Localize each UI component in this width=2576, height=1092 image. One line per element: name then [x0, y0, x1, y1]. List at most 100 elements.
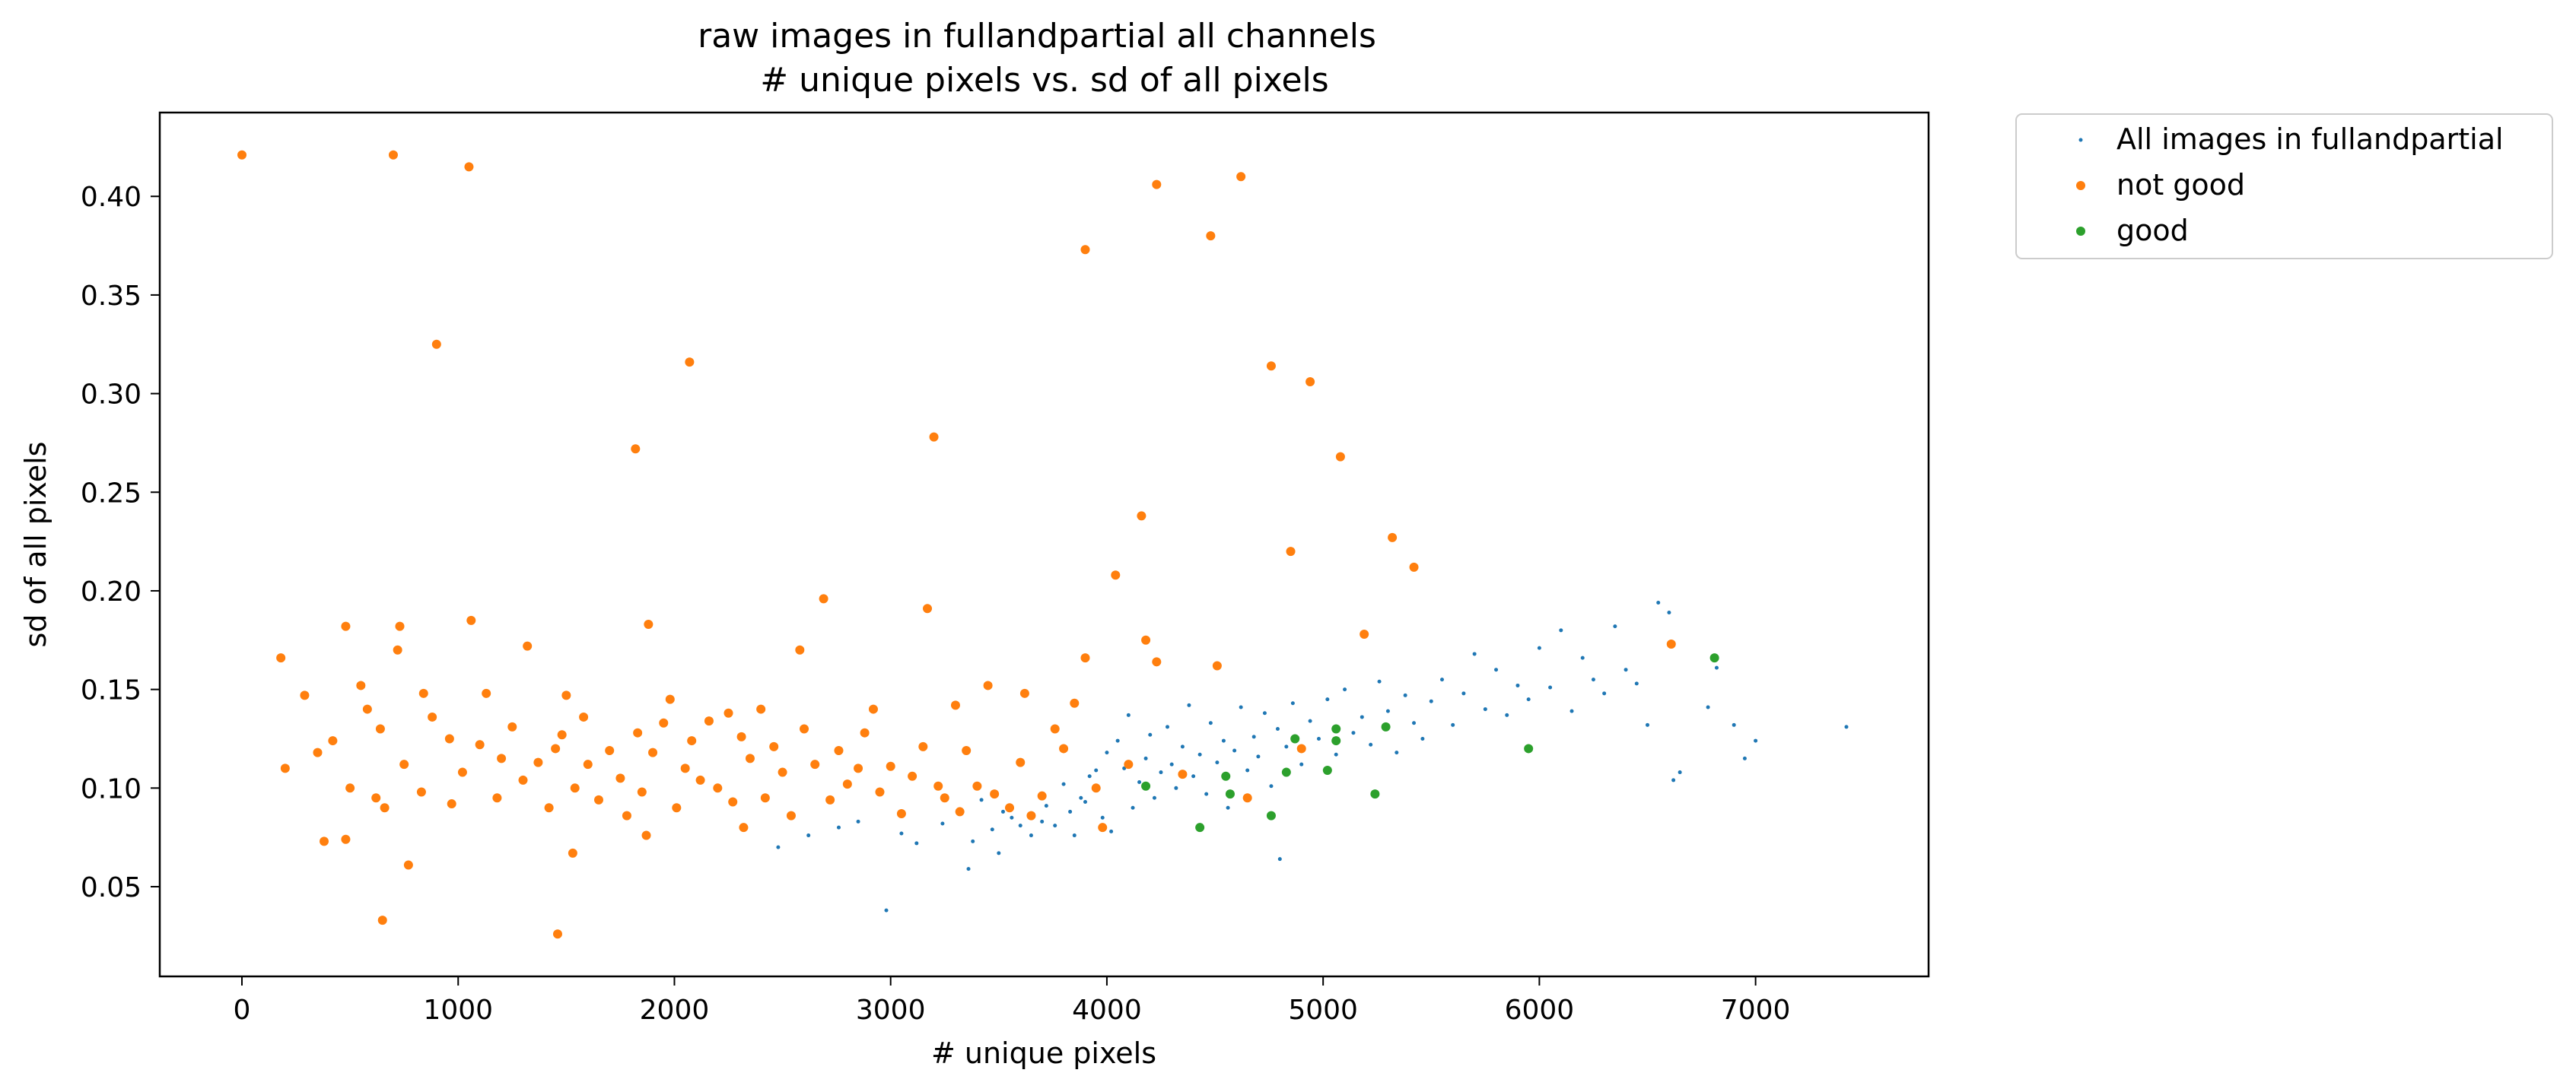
point-all-images	[1624, 668, 1628, 672]
point-not-good	[237, 150, 247, 160]
point-all-images	[1221, 738, 1226, 743]
point-not-good	[464, 162, 474, 172]
point-all-images	[1377, 679, 1382, 684]
point-not-good	[908, 771, 918, 781]
point-all-images	[1079, 795, 1083, 800]
point-all-images	[1275, 727, 1280, 732]
point-not-good	[380, 803, 390, 813]
point-all-images	[1385, 709, 1390, 713]
point-all-images	[1029, 833, 1033, 838]
point-all-images	[1269, 784, 1274, 789]
point-good	[1221, 771, 1231, 781]
point-all-images	[1180, 744, 1185, 749]
point-all-images	[971, 839, 975, 843]
point-all-images	[1403, 693, 1407, 697]
point-not-good	[583, 760, 593, 770]
point-not-good	[1070, 698, 1080, 708]
point-all-images	[1754, 738, 1758, 743]
point-not-good	[444, 734, 454, 744]
x-tick-label: 5000	[1288, 995, 1358, 1026]
point-not-good	[497, 754, 507, 763]
point-good	[1195, 823, 1205, 833]
point-all-images	[836, 825, 841, 830]
point-not-good	[1080, 245, 1090, 255]
point-not-good	[1016, 757, 1026, 767]
point-all-images	[1494, 668, 1499, 672]
point-not-good	[825, 795, 835, 805]
point-not-good	[1335, 452, 1345, 462]
point-not-good	[362, 704, 372, 714]
point-not-good	[972, 781, 982, 791]
point-not-good	[428, 712, 437, 722]
point-not-good	[631, 444, 641, 454]
point-all-images	[1159, 770, 1163, 775]
point-good	[1331, 724, 1341, 734]
y-tick-label: 0.35	[81, 281, 142, 312]
point-not-good	[695, 775, 705, 785]
point-not-good	[724, 708, 733, 718]
point-all-images	[1232, 748, 1237, 753]
point-all-images	[1262, 711, 1267, 716]
point-not-good	[418, 688, 428, 698]
point-all-images	[1299, 762, 1304, 767]
point-all-images	[1395, 751, 1399, 755]
point-not-good	[1059, 744, 1069, 754]
point-not-good	[1026, 811, 1036, 821]
point-all-images	[1174, 786, 1178, 790]
point-not-good	[834, 746, 844, 756]
point-not-good	[328, 736, 338, 746]
point-all-images	[1000, 809, 1005, 814]
point-all-images	[1226, 805, 1230, 810]
point-not-good	[810, 760, 820, 770]
point-not-good	[393, 645, 402, 655]
point-not-good	[1141, 635, 1151, 645]
point-all-images	[966, 867, 971, 871]
point-not-good	[375, 724, 385, 734]
point-all-images	[1580, 656, 1585, 660]
point-all-images	[776, 845, 781, 849]
legend-marker-all-images	[2078, 138, 2083, 142]
data-points	[237, 150, 1849, 939]
point-all-images	[1714, 665, 1719, 670]
x-tick-label: 0	[234, 995, 251, 1026]
point-good	[1322, 765, 1332, 775]
point-all-images	[1169, 762, 1174, 767]
point-all-images	[1115, 738, 1120, 743]
point-all-images	[1559, 628, 1563, 633]
point-all-images	[1040, 819, 1045, 824]
point-not-good	[819, 594, 828, 604]
point-not-good	[929, 432, 939, 442]
point-not-good	[280, 763, 290, 773]
y-tick-label: 0.10	[81, 773, 142, 805]
point-not-good	[341, 621, 351, 631]
point-all-images	[1569, 709, 1574, 713]
point-all-images	[1166, 725, 1170, 729]
point-not-good	[687, 736, 697, 746]
point-all-images	[1334, 752, 1338, 757]
point-not-good	[1019, 688, 1029, 698]
point-all-images	[1343, 687, 1347, 692]
point-not-good	[533, 757, 543, 767]
x-tick-label: 7000	[1721, 995, 1791, 1026]
point-all-images	[1044, 804, 1048, 808]
point-not-good	[320, 836, 329, 846]
point-all-images	[1656, 601, 1661, 605]
point-not-good	[641, 830, 651, 840]
point-not-good	[593, 795, 603, 805]
y-tick-label: 0.40	[81, 182, 142, 213]
point-all-images	[1072, 833, 1077, 838]
legend: All images in fullandpartial not good go…	[2015, 113, 2553, 259]
point-not-good	[276, 653, 286, 663]
point-not-good	[739, 823, 749, 833]
point-all-images	[1245, 768, 1250, 773]
point-not-good	[447, 799, 456, 809]
point-all-images	[899, 831, 904, 836]
point-all-images	[1548, 685, 1553, 690]
point-not-good	[713, 783, 723, 793]
point-not-good	[795, 645, 805, 655]
legend-marker-not-good	[2076, 181, 2085, 190]
x-tick-label: 6000	[1505, 995, 1575, 1026]
point-not-good	[416, 787, 426, 797]
point-not-good	[736, 732, 746, 741]
point-not-good	[1098, 823, 1108, 833]
